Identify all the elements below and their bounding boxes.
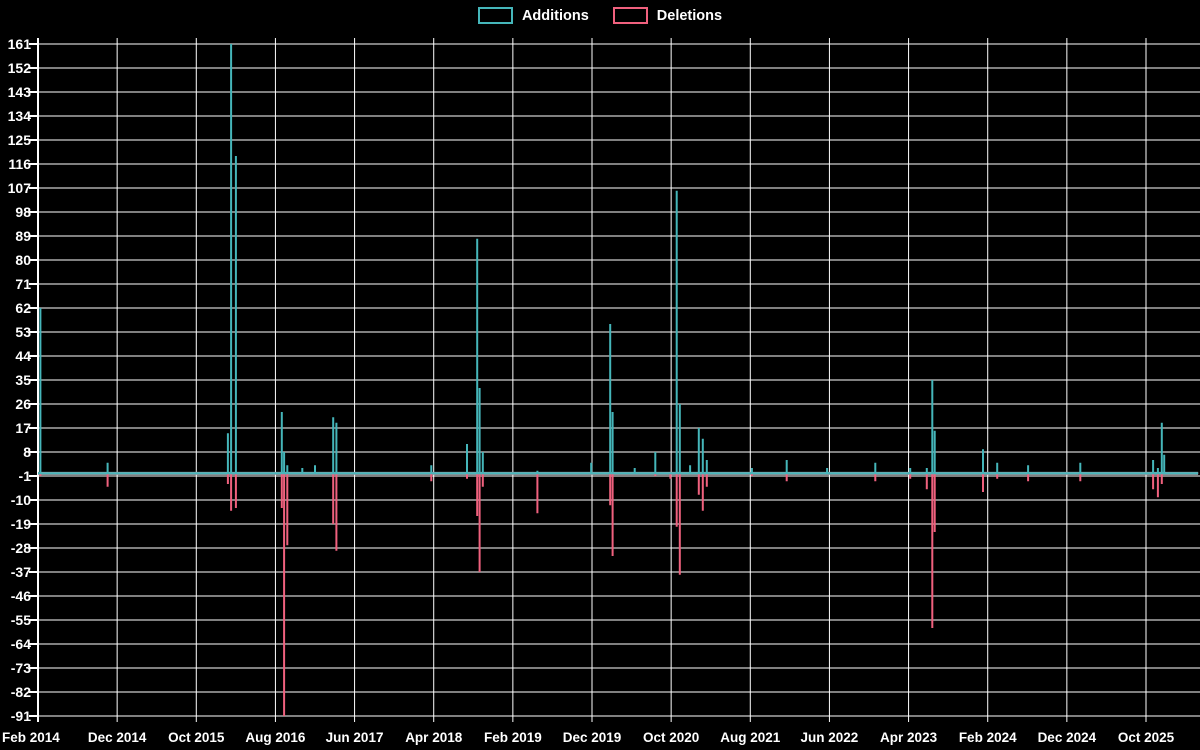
y-axis-tick-label: -10 — [11, 492, 31, 508]
y-axis-tick-label: 17 — [15, 420, 31, 436]
chart-legend: Additions Deletions — [0, 7, 1200, 24]
additions-legend-label: Additions — [521, 7, 589, 24]
y-axis-tick-label: -91 — [11, 708, 31, 724]
x-axis-tick-label: Aug 2016 — [245, 730, 306, 745]
additions-swatch-icon — [477, 7, 513, 24]
legend-item-deletions[interactable]: Deletions — [612, 7, 723, 24]
x-axis-tick-label: Feb 2014 — [2, 730, 60, 745]
y-axis-tick-label: 116 — [8, 156, 31, 172]
y-axis-tick-label: -19 — [11, 516, 31, 532]
y-axis-tick-label: 89 — [15, 228, 31, 244]
y-axis-tick-label: -46 — [11, 588, 31, 604]
y-axis-tick-label: 98 — [15, 204, 31, 220]
x-axis-tick-label: Dec 2024 — [1038, 730, 1097, 745]
y-axis-tick-label: 71 — [15, 276, 31, 292]
x-axis-tick-label: Apr 2018 — [405, 730, 463, 745]
x-axis-tick-label: Oct 2020 — [643, 730, 699, 745]
deletions-legend-label: Deletions — [656, 7, 723, 24]
x-axis-tick-label: Apr 2023 — [880, 730, 938, 745]
y-axis-tick-label: 80 — [15, 252, 31, 268]
y-axis-tick-label: 62 — [15, 300, 31, 316]
y-axis-tick-label: -1 — [19, 468, 32, 484]
x-axis-tick-label: Feb 2019 — [484, 730, 542, 745]
x-axis-tick-label: Dec 2019 — [563, 730, 622, 745]
legend-item-additions[interactable]: Additions — [477, 7, 589, 24]
y-axis-tick-label: 152 — [8, 60, 32, 76]
y-axis-tick-label: -55 — [11, 612, 31, 628]
y-axis-tick-label: -37 — [11, 564, 31, 580]
y-axis-tick-label: -73 — [11, 660, 31, 676]
y-axis-tick-label: 107 — [8, 180, 32, 196]
x-axis-tick-label: Oct 2025 — [1118, 730, 1175, 745]
x-axis-tick-label: Oct 2015 — [168, 730, 225, 745]
y-axis-tick-label: 134 — [8, 108, 32, 124]
y-axis-tick-label: 143 — [8, 84, 32, 100]
y-axis-tick-label: 26 — [15, 396, 31, 412]
y-axis-tick-label: 44 — [15, 348, 31, 364]
x-axis-tick-label: Feb 2024 — [959, 730, 1017, 745]
y-axis-tick-label: 8 — [23, 444, 31, 460]
y-axis-tick-label: 161 — [8, 36, 32, 52]
y-axis-tick-label: 53 — [15, 324, 31, 340]
additions-series-line — [38, 44, 1199, 475]
y-axis-tick-label: -28 — [11, 540, 31, 556]
x-axis-tick-label: Jun 2017 — [326, 730, 384, 745]
y-axis-tick-label: 35 — [15, 372, 31, 388]
y-axis-tick-label: 125 — [8, 132, 32, 148]
y-axis-tick-label: -82 — [11, 684, 31, 700]
deletions-series-line — [38, 472, 1199, 716]
x-axis-tick-label: Jun 2022 — [801, 730, 859, 745]
x-axis-tick-label: Dec 2014 — [88, 730, 147, 745]
y-axis-tick-label: -64 — [11, 636, 31, 652]
x-axis-tick-label: Aug 2021 — [720, 730, 781, 745]
deletions-swatch-icon — [612, 7, 648, 24]
